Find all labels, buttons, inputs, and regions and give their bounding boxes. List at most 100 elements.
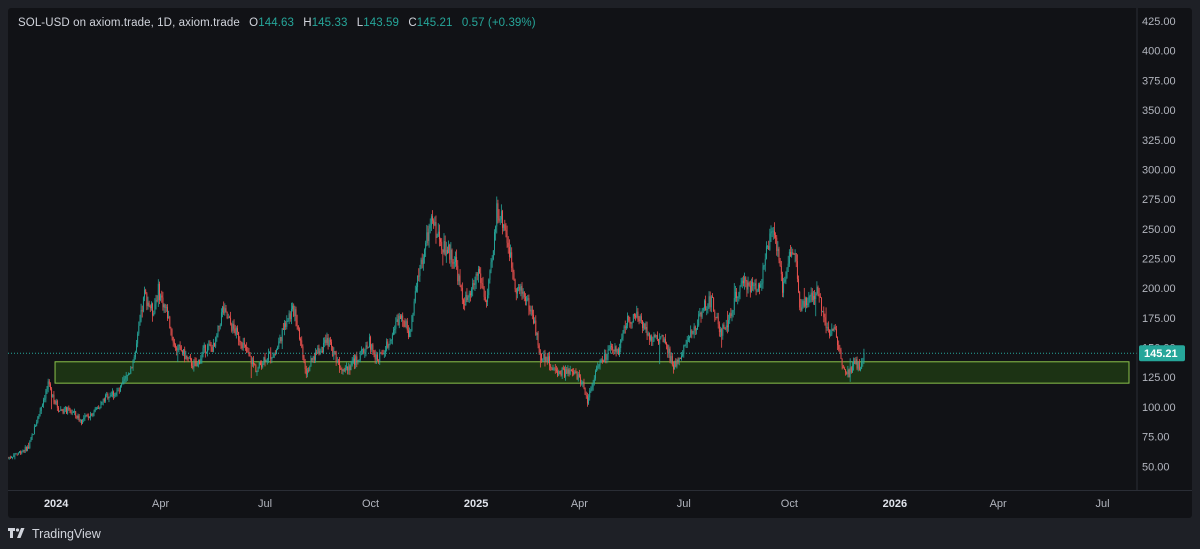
candle[interactable] — [832, 328, 834, 331]
candle[interactable] — [82, 419, 84, 424]
candle[interactable] — [102, 398, 104, 406]
candle[interactable] — [763, 264, 765, 270]
candle[interactable] — [358, 359, 360, 362]
candle[interactable] — [503, 223, 505, 232]
candle[interactable] — [350, 360, 352, 371]
candle[interactable] — [623, 325, 625, 334]
candle[interactable] — [782, 271, 783, 298]
candle[interactable] — [757, 282, 759, 292]
candle[interactable] — [759, 282, 760, 295]
candle[interactable] — [259, 360, 261, 366]
candle[interactable] — [519, 284, 521, 295]
candle[interactable] — [473, 279, 475, 290]
candle[interactable] — [72, 410, 74, 413]
candle[interactable] — [769, 228, 771, 251]
candle[interactable] — [329, 336, 331, 345]
candle[interactable] — [848, 368, 850, 378]
candle[interactable] — [286, 315, 288, 330]
candle[interactable] — [418, 268, 420, 282]
candle[interactable] — [767, 245, 769, 250]
candle[interactable] — [684, 344, 686, 347]
candle[interactable] — [827, 321, 829, 333]
candle[interactable] — [505, 223, 507, 238]
candle[interactable] — [459, 269, 461, 287]
candle[interactable] — [109, 392, 111, 398]
candle[interactable] — [567, 365, 569, 377]
candle[interactable] — [770, 225, 772, 243]
candle[interactable] — [327, 334, 329, 350]
candle[interactable] — [89, 416, 90, 419]
candle[interactable] — [223, 301, 225, 315]
candle[interactable] — [132, 359, 134, 371]
candle[interactable] — [681, 352, 682, 361]
candle[interactable] — [484, 290, 486, 303]
candle[interactable] — [13, 453, 15, 458]
candle[interactable] — [99, 406, 101, 410]
candle[interactable] — [585, 391, 587, 399]
candle[interactable] — [824, 313, 826, 326]
candle[interactable] — [654, 333, 656, 338]
candle[interactable] — [761, 278, 763, 291]
candle[interactable] — [560, 370, 562, 377]
candle[interactable] — [555, 365, 557, 373]
candle[interactable] — [150, 301, 152, 311]
candle[interactable] — [152, 302, 154, 322]
candle[interactable] — [119, 385, 121, 393]
candle[interactable] — [8, 457, 10, 460]
candle[interactable] — [860, 366, 861, 372]
candle[interactable] — [402, 312, 404, 327]
candle[interactable] — [428, 223, 430, 248]
candle[interactable] — [399, 314, 401, 320]
candle[interactable] — [381, 349, 383, 356]
candle[interactable] — [659, 333, 661, 365]
candle[interactable] — [646, 321, 648, 341]
candle[interactable] — [829, 329, 830, 339]
candle[interactable] — [450, 242, 452, 267]
candle[interactable] — [421, 253, 423, 269]
candle[interactable] — [755, 278, 757, 296]
candle[interactable] — [637, 308, 639, 322]
candle[interactable] — [320, 346, 322, 353]
candle[interactable] — [666, 341, 668, 350]
candle[interactable] — [83, 415, 85, 423]
candle[interactable] — [77, 413, 79, 420]
candle[interactable] — [733, 283, 735, 315]
candle[interactable] — [639, 314, 641, 324]
candle[interactable] — [290, 302, 292, 325]
candle[interactable] — [793, 253, 795, 256]
candle[interactable] — [95, 406, 97, 411]
candle[interactable] — [192, 362, 194, 370]
candle[interactable] — [393, 326, 394, 336]
candle[interactable] — [506, 225, 508, 248]
candle[interactable] — [663, 337, 665, 344]
candle[interactable] — [697, 319, 699, 330]
candle[interactable] — [406, 317, 408, 334]
candle[interactable] — [425, 240, 427, 257]
candle[interactable] — [332, 345, 334, 357]
candle[interactable] — [796, 254, 798, 283]
candle[interactable] — [596, 365, 598, 372]
candle[interactable] — [734, 285, 736, 302]
candle[interactable] — [388, 343, 390, 351]
candle[interactable] — [690, 325, 692, 338]
candle[interactable] — [526, 296, 528, 306]
candle[interactable] — [364, 348, 366, 358]
candle[interactable] — [674, 360, 676, 370]
candle[interactable] — [360, 346, 362, 356]
candle[interactable] — [304, 358, 306, 374]
candle[interactable] — [287, 318, 289, 323]
candle[interactable] — [189, 354, 191, 361]
candle[interactable] — [315, 348, 316, 363]
candle[interactable] — [374, 349, 376, 364]
candle[interactable] — [471, 287, 472, 298]
candle[interactable] — [295, 306, 297, 327]
candle[interactable] — [739, 285, 741, 300]
candle[interactable] — [445, 241, 447, 263]
candle[interactable] — [606, 353, 608, 364]
candle[interactable] — [621, 333, 623, 343]
candle[interactable] — [263, 356, 265, 366]
candle[interactable] — [594, 369, 596, 381]
candle[interactable] — [635, 313, 637, 321]
candle[interactable] — [271, 357, 273, 364]
candle[interactable] — [44, 394, 46, 403]
